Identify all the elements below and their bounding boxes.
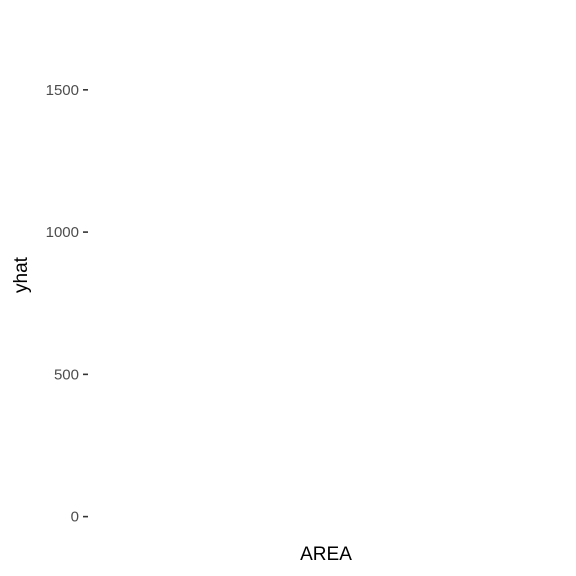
y-axis-title: yhat <box>11 256 32 293</box>
y-tick-label: 0 <box>71 509 79 526</box>
y-tick-label: 1500 <box>46 82 79 99</box>
y-tick-label: 500 <box>54 366 79 383</box>
y-tick-label: 1000 <box>46 224 79 241</box>
y-axis: 0 500 1000 1500 <box>46 82 88 526</box>
x-axis-title: AREA <box>300 544 352 565</box>
